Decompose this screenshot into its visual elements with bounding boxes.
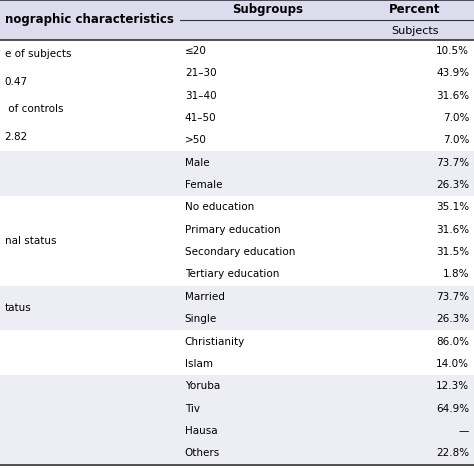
Text: tatus: tatus bbox=[5, 303, 31, 313]
Text: 43.9%: 43.9% bbox=[436, 68, 469, 78]
Text: 86.0%: 86.0% bbox=[436, 337, 469, 346]
Text: 1.8%: 1.8% bbox=[443, 269, 469, 280]
Text: 21–30: 21–30 bbox=[185, 68, 217, 78]
Text: Hausa: Hausa bbox=[185, 426, 218, 436]
FancyBboxPatch shape bbox=[0, 286, 474, 330]
Text: 35.1%: 35.1% bbox=[436, 202, 469, 212]
Text: Others: Others bbox=[185, 448, 220, 458]
Text: 31.6%: 31.6% bbox=[436, 91, 469, 100]
Text: Percent: Percent bbox=[389, 3, 440, 17]
Text: Primary education: Primary education bbox=[185, 225, 281, 235]
Text: 73.7%: 73.7% bbox=[436, 158, 469, 168]
Text: 0.47: 0.47 bbox=[5, 76, 28, 87]
FancyBboxPatch shape bbox=[0, 0, 474, 40]
Text: Secondary education: Secondary education bbox=[185, 247, 295, 257]
Text: 64.9%: 64.9% bbox=[436, 403, 469, 414]
Text: 2.82: 2.82 bbox=[5, 132, 28, 143]
FancyBboxPatch shape bbox=[0, 151, 474, 196]
Text: Islam: Islam bbox=[185, 359, 213, 369]
Text: Tiv: Tiv bbox=[185, 403, 200, 414]
Text: 7.0%: 7.0% bbox=[443, 113, 469, 123]
FancyBboxPatch shape bbox=[0, 330, 474, 375]
Text: Yoruba: Yoruba bbox=[185, 381, 220, 391]
FancyBboxPatch shape bbox=[0, 196, 474, 286]
Text: e of subjects: e of subjects bbox=[5, 48, 71, 59]
Text: 10.5%: 10.5% bbox=[436, 46, 469, 56]
Text: 31.5%: 31.5% bbox=[436, 247, 469, 257]
Text: Subgroups: Subgroups bbox=[232, 3, 303, 17]
FancyBboxPatch shape bbox=[0, 40, 474, 151]
Text: Male: Male bbox=[185, 158, 210, 168]
Text: Tertiary education: Tertiary education bbox=[185, 269, 279, 280]
Text: nographic characteristics: nographic characteristics bbox=[5, 13, 173, 26]
Text: Christianity: Christianity bbox=[185, 337, 245, 346]
Text: No education: No education bbox=[185, 202, 254, 212]
Text: ≤20: ≤20 bbox=[185, 46, 207, 56]
Text: nal status: nal status bbox=[5, 236, 56, 246]
Text: 22.8%: 22.8% bbox=[436, 448, 469, 458]
Text: 12.3%: 12.3% bbox=[436, 381, 469, 391]
Text: Married: Married bbox=[185, 292, 225, 302]
Text: Single: Single bbox=[185, 314, 217, 324]
Text: 26.3%: 26.3% bbox=[436, 314, 469, 324]
Text: 7.0%: 7.0% bbox=[443, 135, 469, 145]
Text: 41–50: 41–50 bbox=[185, 113, 217, 123]
Text: >50: >50 bbox=[185, 135, 207, 145]
Text: 73.7%: 73.7% bbox=[436, 292, 469, 302]
Text: 26.3%: 26.3% bbox=[436, 180, 469, 190]
Text: 31–40: 31–40 bbox=[185, 91, 217, 100]
Text: of controls: of controls bbox=[5, 104, 63, 115]
FancyBboxPatch shape bbox=[0, 375, 474, 465]
Text: —: — bbox=[459, 426, 469, 436]
Text: 31.6%: 31.6% bbox=[436, 225, 469, 235]
Text: Subjects: Subjects bbox=[391, 26, 438, 36]
Text: Female: Female bbox=[185, 180, 222, 190]
Text: 14.0%: 14.0% bbox=[436, 359, 469, 369]
